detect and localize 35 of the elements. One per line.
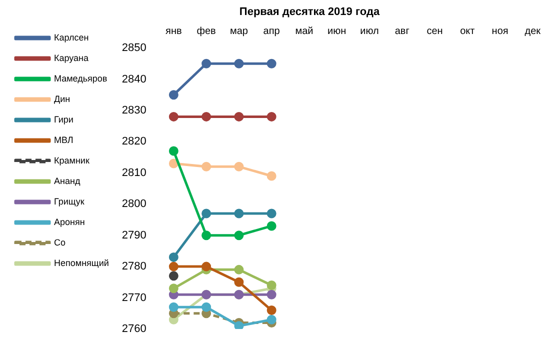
y-tick-label: 2760: [122, 323, 146, 336]
x-tick-label: май: [295, 26, 314, 37]
x-tick-label: дек: [524, 26, 542, 37]
legend-label: Крамник: [54, 155, 90, 166]
y-tick-label: 2820: [122, 136, 146, 148]
legend-label: МВЛ: [54, 134, 74, 145]
x-tick-label: апр: [263, 26, 280, 37]
legend-label: Мамедьяров: [54, 73, 108, 84]
legend-label: Непомнящий: [54, 258, 109, 268]
legend-label: Грищук: [54, 196, 84, 206]
x-tick-label: мар: [230, 26, 248, 37]
legend-label: Карлсен: [54, 32, 89, 42]
x-tick-label: фев: [196, 26, 216, 37]
x-tick-label: ноя: [492, 26, 508, 37]
y-tick-label: 2790: [122, 229, 146, 242]
legend-label: Каруана: [54, 52, 89, 63]
y-tick-label: 2810: [122, 166, 146, 179]
y-tick-label: 2840: [122, 73, 146, 86]
y-tick-label: 2850: [122, 42, 146, 54]
y-tick-label: 2800: [122, 198, 146, 210]
chart-title: Первая десятка 2019 года: [238, 6, 381, 18]
legend-label: Дин: [54, 94, 70, 104]
x-tick-label: июл: [360, 26, 380, 37]
legend-label: Со: [54, 237, 66, 248]
x-tick-label: авг: [394, 26, 410, 37]
x-tick-label: июн: [328, 26, 346, 37]
legend-label: Аронян: [54, 216, 85, 227]
x-tick-label: окт: [460, 26, 476, 37]
x-tick-label: янв: [166, 26, 182, 37]
y-tick-label: 2830: [122, 104, 146, 116]
x-tick-label: сен: [426, 26, 443, 37]
legend-label: Ананд: [54, 176, 81, 186]
y-tick-label: 2770: [122, 292, 146, 304]
legend-label: Гири: [54, 114, 74, 124]
y-tick-label: 2780: [122, 260, 146, 273]
